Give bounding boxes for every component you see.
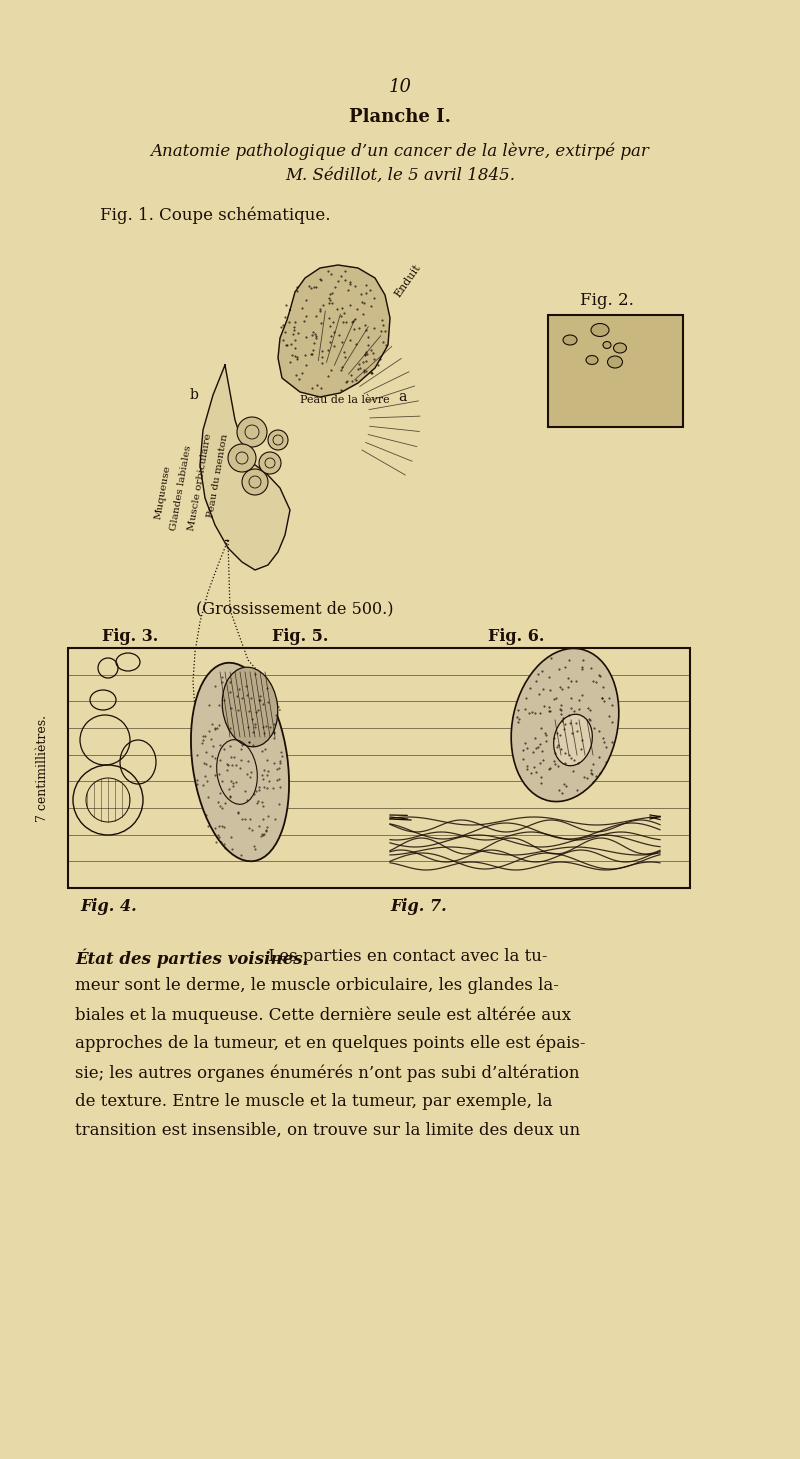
Polygon shape <box>278 266 390 397</box>
Polygon shape <box>200 365 290 570</box>
Text: Fig. 1. Coupe schématique.: Fig. 1. Coupe schématique. <box>100 207 330 225</box>
Text: 10: 10 <box>389 77 411 96</box>
Text: Peau de la lèvre: Peau de la lèvre <box>300 395 390 406</box>
Bar <box>68 648 690 889</box>
Text: Fig. 6.: Fig. 6. <box>488 627 544 645</box>
Text: Muscle orbiculaire: Muscle orbiculaire <box>187 433 213 531</box>
Text: meur sont le derme, le muscle orbiculaire, les glandes la-: meur sont le derme, le muscle orbiculair… <box>75 978 559 994</box>
Text: transition est insensible, on trouve sur la limite des deux un: transition est insensible, on trouve sur… <box>75 1122 580 1139</box>
Text: M. Sédillot, le 5 avril 1845.: M. Sédillot, le 5 avril 1845. <box>285 166 515 184</box>
Circle shape <box>259 452 281 474</box>
Ellipse shape <box>603 341 611 349</box>
Text: biales et la muqueuse. Cette dernière seule est altérée aux: biales et la muqueuse. Cette dernière se… <box>75 1007 571 1024</box>
Text: Fig. 2.: Fig. 2. <box>580 292 634 309</box>
Circle shape <box>228 444 256 473</box>
Text: 7 centimilliètres.: 7 centimilliètres. <box>35 715 49 821</box>
Text: Fig. 7.: Fig. 7. <box>390 897 446 915</box>
Ellipse shape <box>591 324 609 337</box>
Text: Fig. 5.: Fig. 5. <box>272 627 328 645</box>
Ellipse shape <box>511 648 619 801</box>
Circle shape <box>242 468 268 495</box>
Bar <box>548 315 683 427</box>
Text: approches de la tumeur, et en quelques points elle est épais-: approches de la tumeur, et en quelques p… <box>75 1034 586 1052</box>
Ellipse shape <box>191 662 289 861</box>
Ellipse shape <box>222 667 278 747</box>
Text: Glandes labiales: Glandes labiales <box>169 445 193 531</box>
Text: b: b <box>189 388 198 403</box>
Ellipse shape <box>586 356 598 365</box>
Ellipse shape <box>607 356 622 368</box>
Text: État des parties voisines.: État des parties voisines. <box>75 948 308 967</box>
Text: Planche I.: Planche I. <box>349 108 451 125</box>
Text: Peau du menton: Peau du menton <box>206 433 230 518</box>
Ellipse shape <box>554 715 592 766</box>
Text: (Grossissement de 500.): (Grossissement de 500.) <box>196 600 394 617</box>
Text: Muqueuse: Muqueuse <box>154 464 172 519</box>
Text: a: a <box>398 390 406 404</box>
Text: Fig. 3.: Fig. 3. <box>102 627 158 645</box>
Text: Les parties en contact avec la tu-: Les parties en contact avec la tu- <box>263 948 547 964</box>
Circle shape <box>237 417 267 446</box>
Text: Fig. 4.: Fig. 4. <box>80 897 137 915</box>
Ellipse shape <box>563 336 577 344</box>
Text: Enduit: Enduit <box>393 263 423 299</box>
Text: sie; les autres organes énumérés n’ont pas subi d’altération: sie; les autres organes énumérés n’ont p… <box>75 1064 579 1081</box>
Text: Anatomie pathologique d’un cancer de la lèvre, extirpé par: Anatomie pathologique d’un cancer de la … <box>150 143 650 160</box>
Ellipse shape <box>614 343 626 353</box>
Text: de texture. Entre le muscle et la tumeur, par exemple, la: de texture. Entre le muscle et la tumeur… <box>75 1093 552 1110</box>
Circle shape <box>268 430 288 449</box>
